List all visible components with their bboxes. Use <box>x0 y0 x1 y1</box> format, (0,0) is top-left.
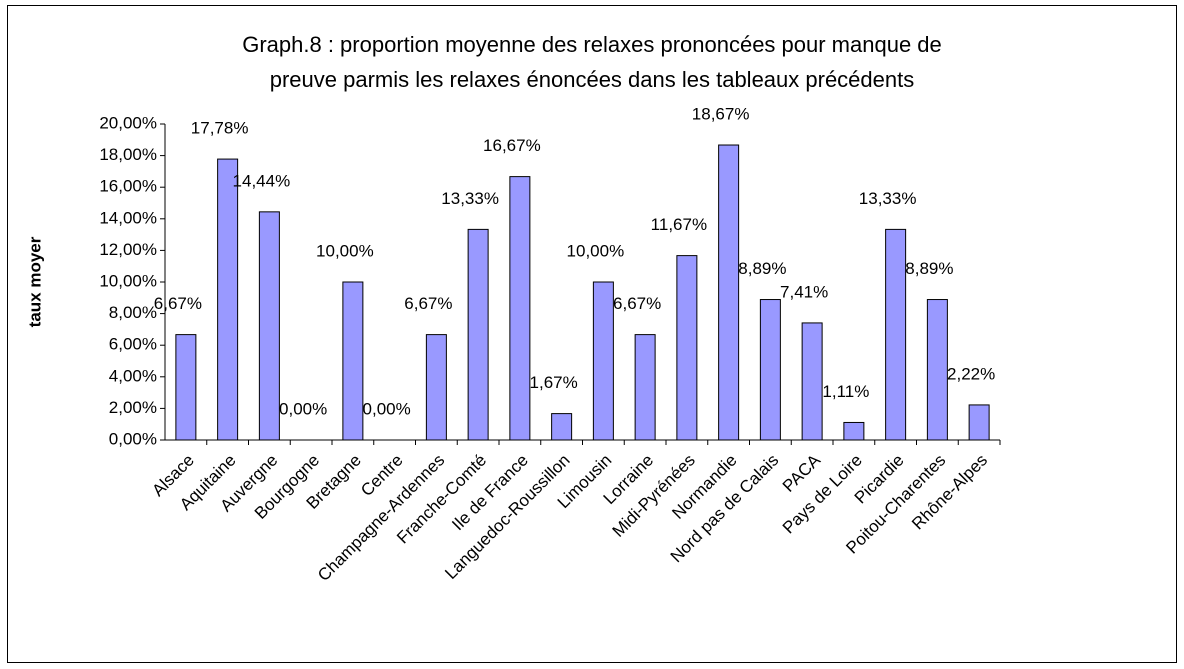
bar <box>175 334 197 441</box>
y-tick-label: 10,00% <box>99 271 157 290</box>
bar <box>425 334 447 441</box>
bar <box>801 322 823 441</box>
y-tick-label: 18,00% <box>99 145 157 164</box>
value-label: 6,67% <box>613 294 661 313</box>
value-label: 10,00% <box>567 241 625 260</box>
chart-title: Graph.8 : proportion moyenne des relaxes… <box>242 32 942 57</box>
value-label: 1,11% <box>822 382 869 401</box>
bar <box>759 299 781 441</box>
y-tick-label: 16,00% <box>99 177 157 196</box>
value-label: 1,67% <box>530 373 578 392</box>
value-label: 6,67% <box>404 294 452 313</box>
bar <box>968 404 990 441</box>
value-label: 0,00% <box>279 399 327 418</box>
value-label: 11,67% <box>651 215 707 234</box>
value-label: 6,67% <box>154 294 202 313</box>
bar <box>718 144 740 441</box>
bar <box>592 281 614 441</box>
value-label: 13,33% <box>859 189 917 208</box>
bar <box>342 281 364 441</box>
value-label: 10,00% <box>316 241 374 260</box>
y-tick-label: 4,00% <box>109 366 157 385</box>
value-label: 2,22% <box>947 364 995 383</box>
bar <box>634 334 656 441</box>
value-label: 17,78% <box>191 119 249 138</box>
value-label: 13,33% <box>441 189 499 208</box>
y-tick-label: 6,00% <box>109 335 157 354</box>
y-tick-label: 20,00% <box>99 113 157 132</box>
bar <box>885 228 907 441</box>
y-tick-label: 14,00% <box>99 208 157 227</box>
value-label: 0,00% <box>363 399 411 418</box>
value-label: 18,67% <box>692 104 750 123</box>
bar <box>843 421 865 441</box>
y-axis-title: taux moyer <box>25 236 44 327</box>
y-tick-label: 2,00% <box>109 398 157 417</box>
y-tick-label: 8,00% <box>109 303 157 322</box>
chart-border <box>7 5 1177 663</box>
bar <box>926 299 948 441</box>
bar <box>509 176 531 441</box>
y-tick-label: 0,00% <box>109 429 157 448</box>
value-label: 7,41% <box>780 282 828 301</box>
value-label: 14,44% <box>233 171 291 190</box>
y-tick-label: 12,00% <box>99 240 157 259</box>
bar <box>217 158 239 441</box>
bar <box>676 255 698 441</box>
value-label: 8,89% <box>738 259 786 278</box>
bar <box>467 228 489 441</box>
value-label: 8,89% <box>905 259 953 278</box>
bar <box>551 413 573 441</box>
bar <box>258 211 280 441</box>
value-label: 16,67% <box>483 136 541 155</box>
chart-title: preuve parmis les relaxes énoncées dans … <box>270 67 915 92</box>
